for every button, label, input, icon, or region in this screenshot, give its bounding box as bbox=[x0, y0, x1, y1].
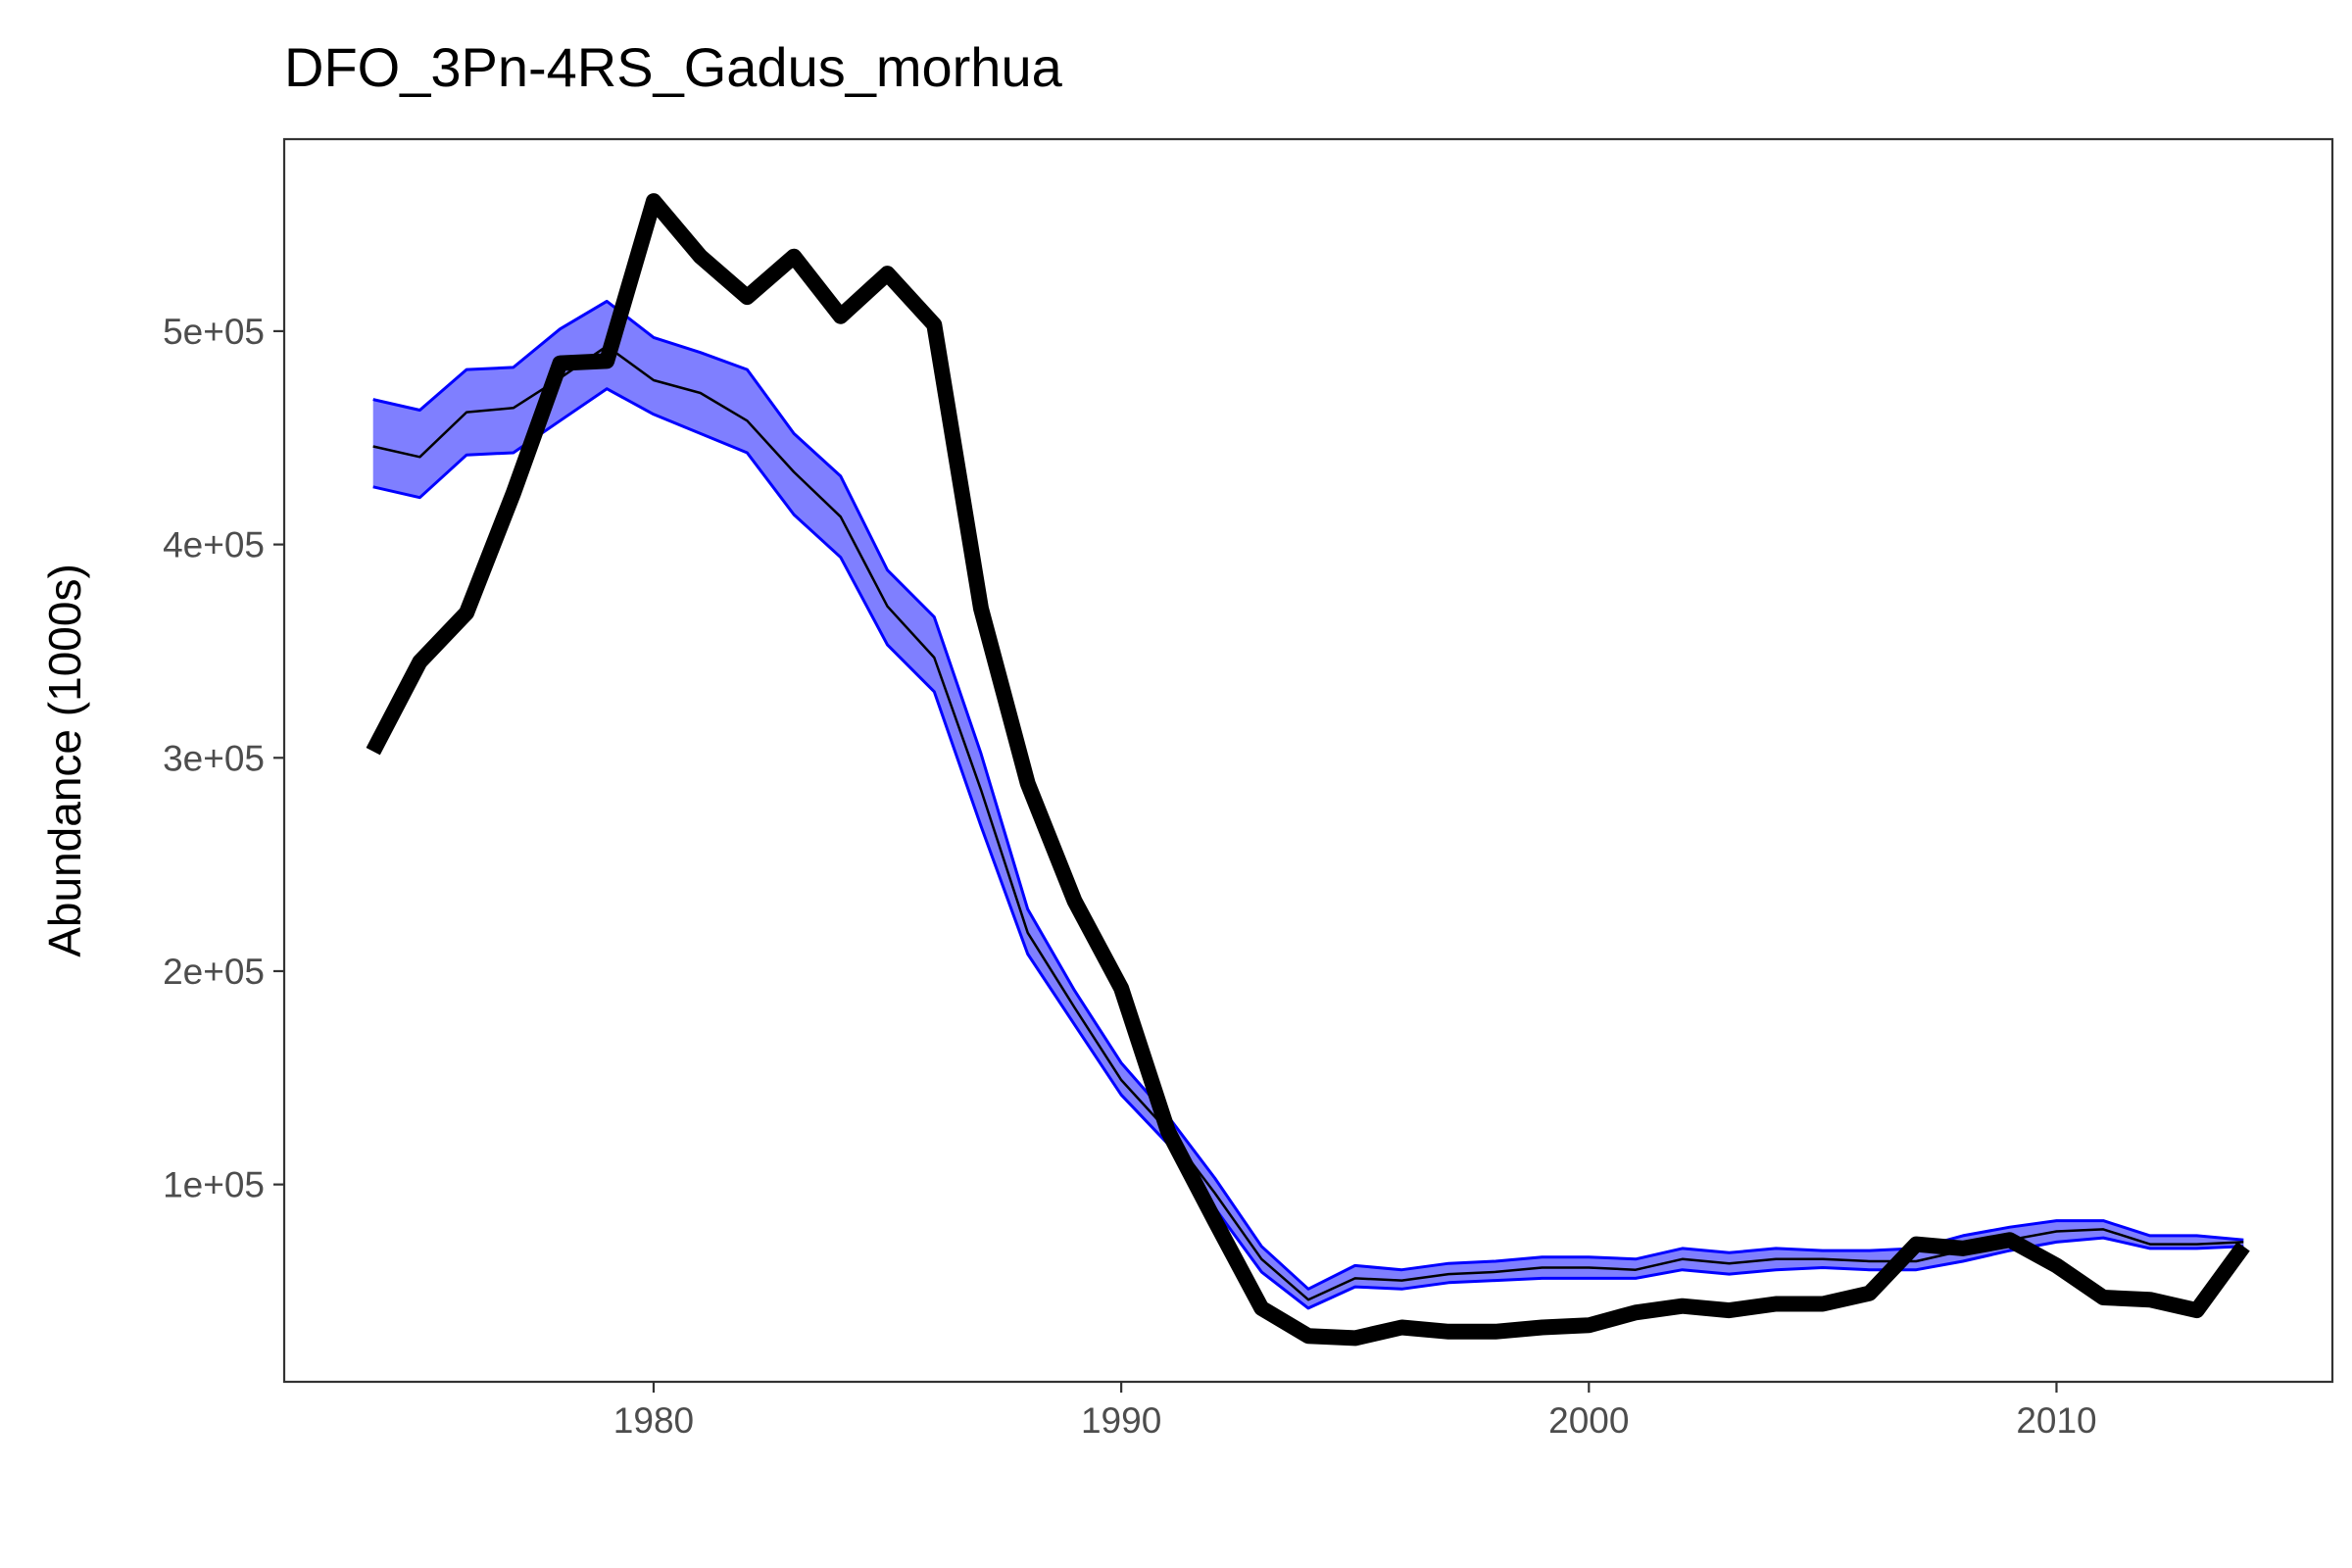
chart-title: DFO_3Pn-4RS_Gadus_morhua bbox=[284, 36, 1063, 98]
band-upper-line bbox=[372, 299, 2244, 1291]
estimate-band-layer bbox=[372, 299, 2244, 1310]
x-tick-label: 1990 bbox=[1081, 1400, 1161, 1441]
x-tick-label: 2000 bbox=[1548, 1400, 1629, 1441]
y-tick-label: 3e+05 bbox=[163, 738, 265, 778]
y-tick-label: 4e+05 bbox=[163, 525, 265, 565]
band-lower-line bbox=[372, 387, 2244, 1310]
x-tick-label: 2010 bbox=[2016, 1400, 2096, 1441]
x-axis: 1980 1990 2000 2010 bbox=[613, 1382, 2097, 1441]
estimate-confidence-band bbox=[372, 301, 2244, 1308]
y-axis-title: Abundance (1000s) bbox=[39, 564, 90, 957]
x-tick-label: 1980 bbox=[613, 1400, 694, 1441]
y-tick-label: 5e+05 bbox=[163, 312, 265, 352]
observed-line bbox=[366, 193, 2250, 1347]
estimate-line bbox=[372, 344, 2244, 1301]
series-line-layer bbox=[366, 193, 2250, 1347]
y-axis: 1e+05 2e+05 3e+05 4e+05 5e+05 bbox=[163, 312, 284, 1205]
y-tick-label: 1e+05 bbox=[163, 1165, 265, 1205]
y-tick-label: 2e+05 bbox=[163, 952, 265, 992]
plot-panel-border bbox=[282, 137, 2334, 1384]
